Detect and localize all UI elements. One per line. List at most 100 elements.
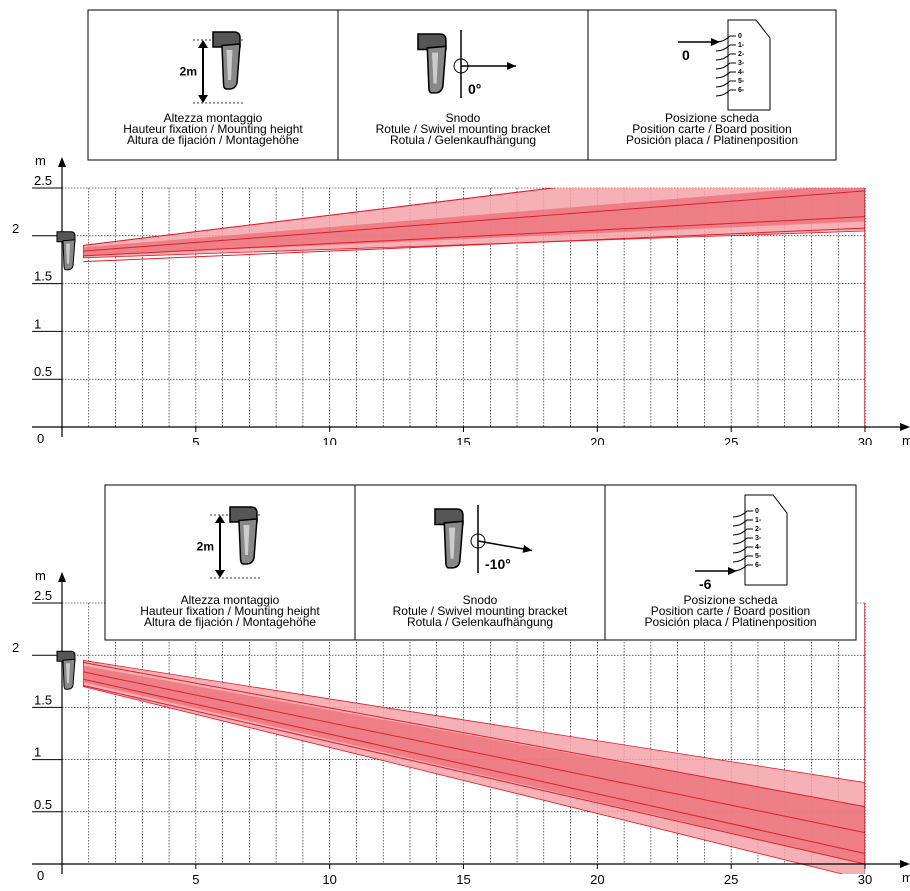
chart1-svg: m m 0 5 10 15 20 25 30 0.5 1 1.5 2 2.5 Altezza montagg… xyxy=(12,484,910,887)
x-tick-label: 15 xyxy=(456,435,470,445)
x-tick-label: 20 xyxy=(590,872,604,887)
mounted-sensor-icon xyxy=(56,650,76,690)
chart1-beams xyxy=(83,603,865,874)
board-slot-line xyxy=(732,510,753,518)
board-scale-label: 4- xyxy=(755,544,762,551)
height-arrow-up xyxy=(198,40,208,48)
board-scale-label: 2- xyxy=(738,51,745,58)
y-origin-label: 0 xyxy=(37,431,44,445)
panel-2-caption-line: Posizione scheda xyxy=(665,111,759,125)
height-sensor-icon xyxy=(229,506,258,565)
board-scale-label: 2- xyxy=(755,526,762,533)
height-value-label: 2m xyxy=(197,540,214,554)
x-tick-label: 15 xyxy=(456,872,470,887)
y-unit-label: m xyxy=(35,568,46,583)
board-scale-label: 5- xyxy=(738,78,745,85)
y-tick-label: 0.5 xyxy=(34,364,52,379)
height-value-label: 2m xyxy=(180,65,197,79)
beam-inner-area xyxy=(83,665,865,864)
panel-2-caption-line: Posición placa / Platinenposition xyxy=(626,133,798,147)
board-slot-line xyxy=(732,528,753,536)
height-arrow-up xyxy=(215,515,225,523)
board-scale-label: 0 xyxy=(755,508,759,515)
beam-line-3 xyxy=(83,227,865,263)
board-scale-label: 5- xyxy=(755,553,762,560)
swivel-arrow-head xyxy=(522,545,533,553)
panel-0-caption-line: Hauteur fixation / Mounting height xyxy=(140,604,320,618)
y-tick-label: 1 xyxy=(34,745,41,760)
x-tick-label: 30 xyxy=(858,435,872,445)
chart0-axes: m m 0 5 10 15 20 25 30 0.5 1 1.5 2 2.5 xyxy=(12,153,910,445)
x-unit-label: m xyxy=(902,870,910,885)
x-unit-label: m xyxy=(902,433,910,445)
x-tick-label: 25 xyxy=(724,435,738,445)
swivel-sensor-icon-lens xyxy=(431,52,439,84)
y-tick-label: 2.5 xyxy=(34,588,52,603)
swivel-sensor-icon xyxy=(434,508,464,569)
board-position-label: 0 xyxy=(682,47,690,63)
panel-1-caption-line: Snodo xyxy=(446,111,481,125)
board-slot-line xyxy=(715,71,736,79)
panel-0-caption-line: Altura de fijación / Montagehöhe xyxy=(144,615,316,629)
x-tick-label: 5 xyxy=(192,872,199,887)
x-tick-label: 25 xyxy=(724,872,738,887)
board-pointer-head xyxy=(728,567,737,575)
board-scale-label: 6- xyxy=(755,562,762,569)
x-tick-label: 20 xyxy=(590,435,604,445)
board-slot-line xyxy=(715,53,736,61)
panel-1-caption-line: Rotule / Swivel mounting bracket xyxy=(393,604,568,618)
panel-0-caption-line: Altura de fijación / Montagehöhe xyxy=(127,133,299,147)
detection-chart-0-deg: m m 0 5 10 15 20 25 30 0.5 1 1.5 2 2.5 Altezza montagg… xyxy=(0,0,910,445)
y-tick-label: 1.5 xyxy=(34,692,52,707)
swivel-angle-arrow xyxy=(477,540,533,552)
board-scale-label: 1- xyxy=(738,42,745,49)
beam-line-1 xyxy=(83,190,865,252)
beam-inner-area xyxy=(83,188,865,256)
board-slot-line xyxy=(715,62,736,70)
board-pointer-head xyxy=(711,38,720,46)
board-slot-line xyxy=(732,537,753,545)
mounted-sensor-icon-lens xyxy=(66,243,70,264)
detection-chart-minus10-deg: m m 0 5 10 15 20 25 30 0.5 1 1.5 2 2.5 Altezza montagg… xyxy=(0,446,910,891)
swivel-arrow-head xyxy=(507,62,516,70)
beam-line-2 xyxy=(83,216,865,257)
y-tick-label: 0.5 xyxy=(34,797,52,812)
board-slot-line xyxy=(715,44,736,52)
board-slot-line xyxy=(732,546,753,554)
height-sensor-icon xyxy=(212,31,241,90)
y-tick-label: 2.5 xyxy=(34,173,52,188)
mounted-sensor-icon-lens xyxy=(66,663,70,684)
board-slot-line xyxy=(732,519,753,527)
x-tick-label: 10 xyxy=(322,435,336,445)
board-scale-label: 3- xyxy=(738,60,745,67)
panel-2-caption-line: Posición placa / Platinenposition xyxy=(644,615,816,629)
panel-1-caption-line: Snodo xyxy=(463,593,498,607)
y-axis-arrow xyxy=(58,572,66,582)
swivel-angle-label: 0° xyxy=(468,81,481,97)
panel-2-caption-line: Position carte / Board position xyxy=(651,604,810,618)
board-scale-label: 3- xyxy=(755,535,762,542)
x-axis-arrow xyxy=(900,860,910,868)
board-outline xyxy=(744,494,788,586)
swivel-sensor-icon-lens xyxy=(448,527,456,559)
mounted-sensor-icon xyxy=(56,231,76,271)
panel-1-caption-line: Rotula / Gelenkaufhängung xyxy=(390,133,536,147)
height-arrow-down xyxy=(198,95,208,103)
y-tick-label: 2 xyxy=(12,221,19,236)
y-origin-label: 0 xyxy=(37,868,44,883)
board-scale-label: 0 xyxy=(738,33,742,40)
height-sensor-icon-lens xyxy=(243,525,250,555)
y-tick-label: 1.5 xyxy=(34,269,52,284)
board-scale-label: 6- xyxy=(738,87,745,94)
panel-0-caption-line: Altezza montaggio xyxy=(181,593,280,607)
panel-1-caption-line: Rotule / Swivel mounting bracket xyxy=(376,122,551,136)
height-arrow-down xyxy=(215,570,225,578)
chart0-svg: m m 0 5 10 15 20 25 30 0.5 1 1.5 2 2.5 Altezza montagg… xyxy=(12,9,910,445)
board-scale-label: 1- xyxy=(755,517,762,524)
board-scale-label: 4- xyxy=(738,69,745,76)
swivel-angle-label: -10° xyxy=(485,556,511,572)
x-tick-label: 5 xyxy=(192,435,199,445)
board-slot-line xyxy=(715,89,736,97)
panel-1-caption-line: Rotula / Gelenkaufhängung xyxy=(407,615,553,629)
